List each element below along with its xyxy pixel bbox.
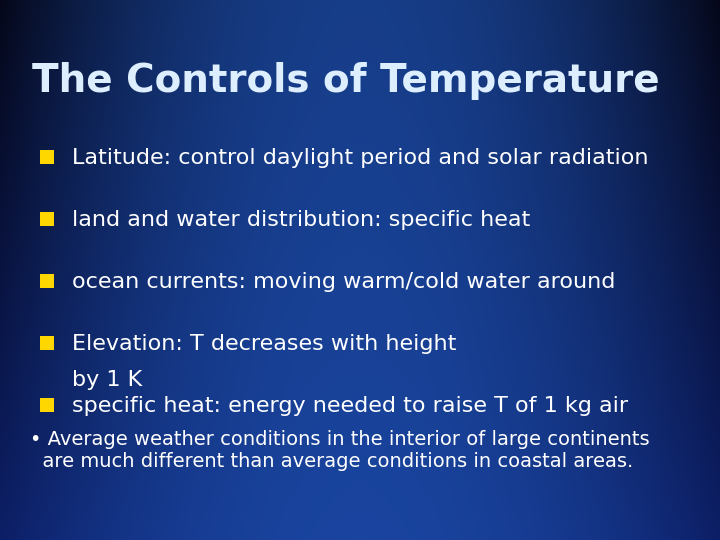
Text: ocean currents: moving warm/cold water around: ocean currents: moving warm/cold water a… — [72, 272, 616, 292]
Bar — [40, 398, 53, 412]
Text: specific heat: energy needed to raise T of 1 kg air: specific heat: energy needed to raise T … — [72, 396, 628, 416]
Text: are much different than average conditions in coastal areas.: are much different than average conditio… — [30, 452, 634, 471]
Bar — [40, 336, 53, 350]
Text: land and water distribution: specific heat: land and water distribution: specific he… — [72, 210, 530, 230]
Text: • Average weather conditions in the interior of large continents: • Average weather conditions in the inte… — [30, 430, 650, 449]
Text: Latitude: control daylight period and solar radiation: Latitude: control daylight period and so… — [72, 148, 649, 168]
Text: by 1 K: by 1 K — [72, 370, 143, 390]
Text: Elevation: T decreases with height: Elevation: T decreases with height — [72, 334, 456, 354]
Text: The Controls of Temperature: The Controls of Temperature — [32, 62, 660, 100]
Bar — [40, 212, 53, 226]
Bar — [40, 274, 53, 288]
Bar — [40, 150, 53, 164]
